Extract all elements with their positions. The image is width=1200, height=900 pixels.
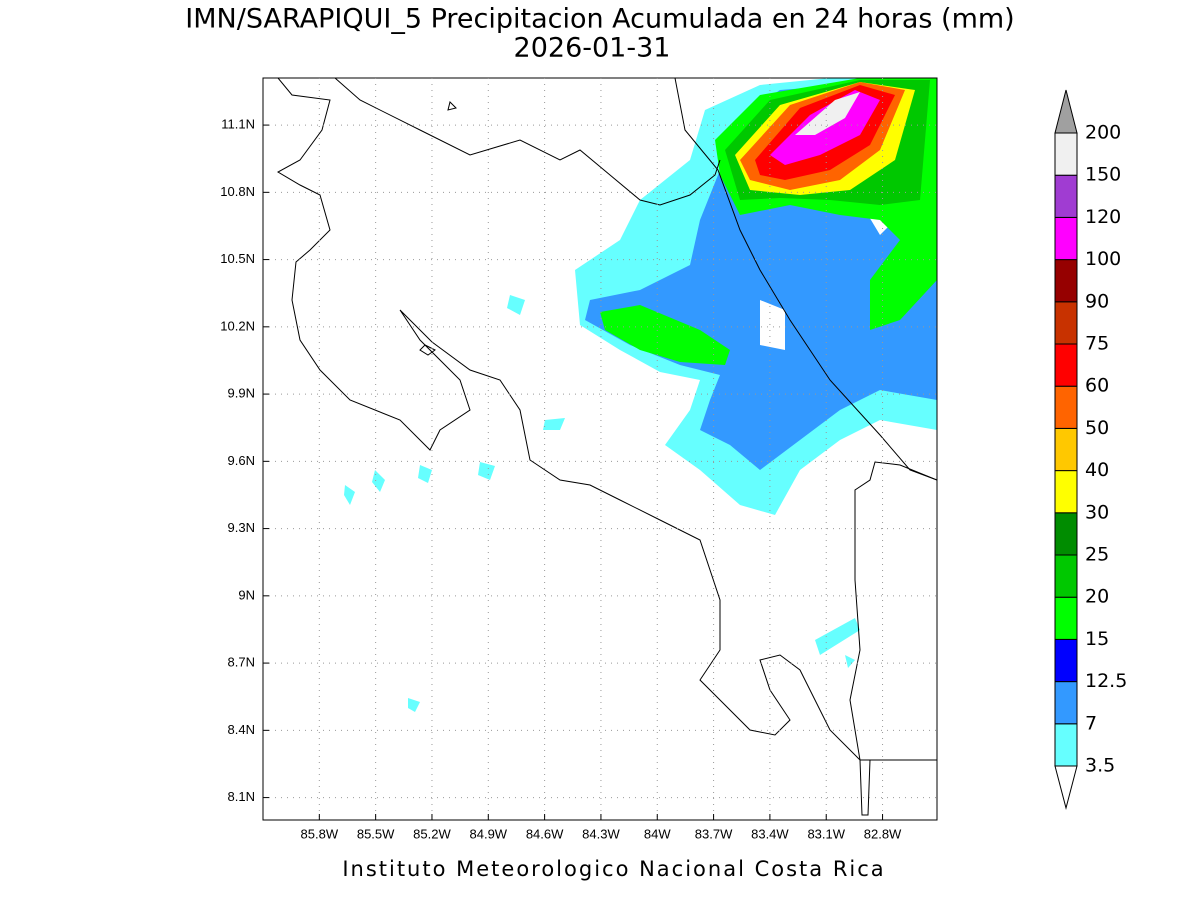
colorbar-segment [1054, 554, 1078, 598]
colorbar-segment [1054, 216, 1078, 261]
colorbar-label: 200 [1085, 122, 1121, 144]
map-date: 2026-01-31 [514, 33, 671, 64]
colorbar-label: 100 [1085, 248, 1121, 270]
colorbar-segment [1054, 385, 1078, 429]
colorbar-label: 30 [1085, 501, 1109, 523]
colorbar-label: 90 [1085, 290, 1109, 312]
map-title: IMN/SARAPIQUI_5 Precipitacion Acumulada … [185, 4, 1014, 35]
colorbar-label: 75 [1085, 333, 1109, 355]
y-tick-label: 9N [238, 587, 255, 602]
colorbar-label: 120 [1085, 206, 1121, 228]
colorbar-segment [1054, 301, 1078, 345]
x-tick-label: 84W [644, 826, 671, 841]
colorbar-segment [1054, 174, 1078, 218]
colorbar-segment [1054, 512, 1078, 556]
colorbar-label: 60 [1085, 375, 1109, 397]
y-tick-label: 8.4N [228, 722, 255, 737]
colorbar-label: 150 [1085, 164, 1121, 186]
colorbar-label: 3.5 [1085, 755, 1115, 777]
coastlines [276, 78, 937, 816]
x-tick-label: 84.9W [470, 826, 508, 841]
y-tick-label: 10.5N [220, 251, 255, 266]
x-tick-label: 83.4W [751, 826, 789, 841]
y-tick-label: 10.8N [220, 184, 255, 199]
colorbar-label: 15 [1085, 628, 1109, 650]
colorbar-arrow-high [1054, 89, 1078, 134]
colorbar-label: 12.5 [1085, 670, 1127, 692]
colorbar-segment [1054, 681, 1078, 725]
colorbar-segment [1054, 343, 1078, 387]
colorbar-segment [1054, 638, 1078, 683]
colorbar-segment [1054, 132, 1078, 176]
x-tick-label: 85.8W [301, 826, 339, 841]
colorbar-segment [1054, 427, 1078, 472]
field-150 [795, 92, 860, 135]
x-tick-label: 84.3W [582, 826, 620, 841]
x-tick-label: 85.2W [413, 826, 451, 841]
x-tick-label: 84.6W [526, 826, 564, 841]
colorbar-label: 40 [1085, 459, 1109, 481]
precipitation-field [344, 78, 937, 712]
colorbar-segment [1054, 596, 1078, 640]
x-tick-label: 83.7W [695, 826, 733, 841]
x-tick-label: 82.8W [864, 826, 902, 841]
y-tick-label: 9.9N [228, 386, 255, 401]
y-tick-label: 9.6N [228, 453, 255, 468]
x-tick-label: 83.1W [807, 826, 845, 841]
colorbar-label: 20 [1085, 586, 1109, 608]
map-frame [262, 77, 938, 821]
footer: Instituto Meteorologico Nacional Costa R… [342, 857, 885, 881]
colorbar-arrow-low [1054, 765, 1078, 810]
x-tick-label: 85.5W [357, 826, 395, 841]
colorbar-segment [1054, 259, 1078, 303]
y-tick-label: 9.3N [228, 520, 255, 535]
colorbar-segment [1054, 723, 1078, 767]
y-tick-label: 8.1N [228, 789, 255, 804]
colorbar-label: 7 [1085, 712, 1097, 734]
y-tick-label: 11.1N [221, 117, 255, 132]
colorbar-segment [1054, 470, 1078, 514]
colorbar-label: 25 [1085, 544, 1109, 566]
y-tick-label: 8.7N [228, 655, 255, 670]
y-tick-label: 10.2N [220, 318, 255, 333]
colorbar-label: 50 [1085, 417, 1109, 439]
